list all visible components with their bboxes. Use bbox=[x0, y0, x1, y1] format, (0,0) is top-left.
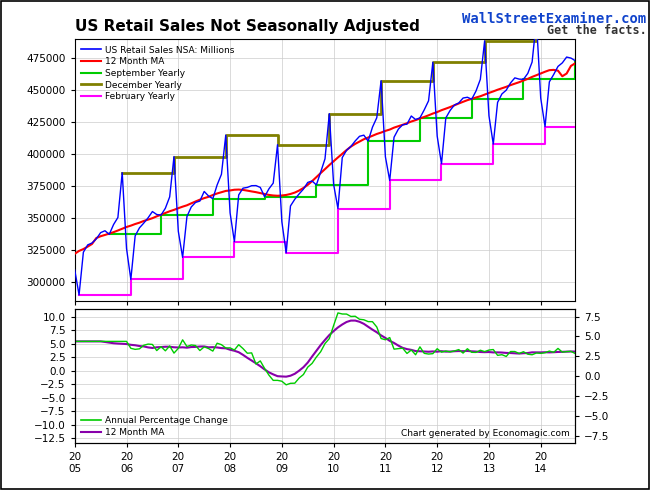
Text: WallStreetExaminer.com: WallStreetExaminer.com bbox=[463, 12, 647, 26]
Text: Chart generated by Economagic.com: Chart generated by Economagic.com bbox=[402, 429, 570, 438]
Text: Get the facts.: Get the facts. bbox=[547, 24, 647, 37]
Text: US Retail Sales Not Seasonally Adjusted: US Retail Sales Not Seasonally Adjusted bbox=[75, 19, 420, 34]
Legend: Annual Percentage Change, 12 Month MA: Annual Percentage Change, 12 Month MA bbox=[79, 415, 230, 439]
Legend: US Retail Sales NSA: Millions, 12 Month MA, September Yearly, December Yearly, F: US Retail Sales NSA: Millions, 12 Month … bbox=[79, 44, 237, 103]
